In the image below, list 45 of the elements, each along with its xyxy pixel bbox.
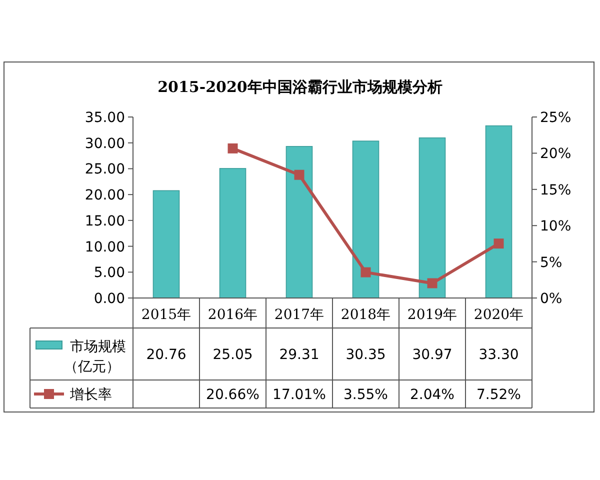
data-label: 30.35 (346, 347, 386, 363)
y2-tick-label: 20% (540, 146, 572, 162)
data-label: 20.66% (206, 387, 260, 403)
y-tick-label: 35.00 (84, 110, 125, 126)
data-label: 30.97 (412, 347, 452, 363)
point (294, 170, 304, 180)
y2-tick-label: 25% (540, 110, 572, 126)
y-tick-label: 30.00 (84, 136, 125, 152)
y2-tick-label: 10% (540, 218, 572, 235)
bar (152, 190, 180, 298)
data-label: 25.05 (212, 347, 253, 363)
point (427, 278, 438, 288)
point (360, 267, 371, 278)
x-tick-label: 2016年 (208, 307, 258, 323)
chart-title: 2015-2020年中国浴霸行业市场规模分析 (158, 78, 442, 96)
data-label: 7.52% (476, 387, 521, 403)
y-tick-label: 20.00 (84, 188, 125, 204)
bar (286, 146, 313, 298)
bar (418, 137, 446, 298)
y-tick-label: 0.00 (94, 291, 125, 307)
x-tick-label: 2020年 (474, 307, 524, 323)
x-tick-label: 2017年 (274, 307, 324, 323)
x-tick-label: 2019年 (407, 307, 458, 323)
legend-label: 市场规模（亿元） (64, 339, 126, 375)
bar (219, 168, 246, 298)
y2-tick-label: 15% (540, 182, 572, 198)
point (228, 143, 238, 154)
y-tick-label: 15.00 (84, 213, 125, 230)
data-label: 20.76 (146, 347, 186, 363)
y-tick-label: 25.00 (84, 162, 125, 178)
x-tick-label: 2018年 (340, 307, 391, 323)
data-label: 3.55% (344, 387, 388, 403)
y-tick-label: 10.00 (84, 239, 125, 256)
bar (485, 125, 512, 298)
y-tick-label: 5.00 (94, 265, 125, 282)
y2-tick-label: 5% (540, 254, 562, 271)
point (494, 238, 504, 249)
data-label: 33.30 (478, 347, 519, 363)
data-label: 17.01% (272, 387, 326, 403)
y2-tick-label: 0% (540, 291, 562, 307)
bar (352, 140, 380, 298)
data-label: 2.04% (410, 387, 454, 403)
data-label: 29.31 (279, 347, 320, 363)
x-tick-label: 2015年 (141, 307, 192, 323)
legend-label: 增长率 (69, 387, 112, 403)
